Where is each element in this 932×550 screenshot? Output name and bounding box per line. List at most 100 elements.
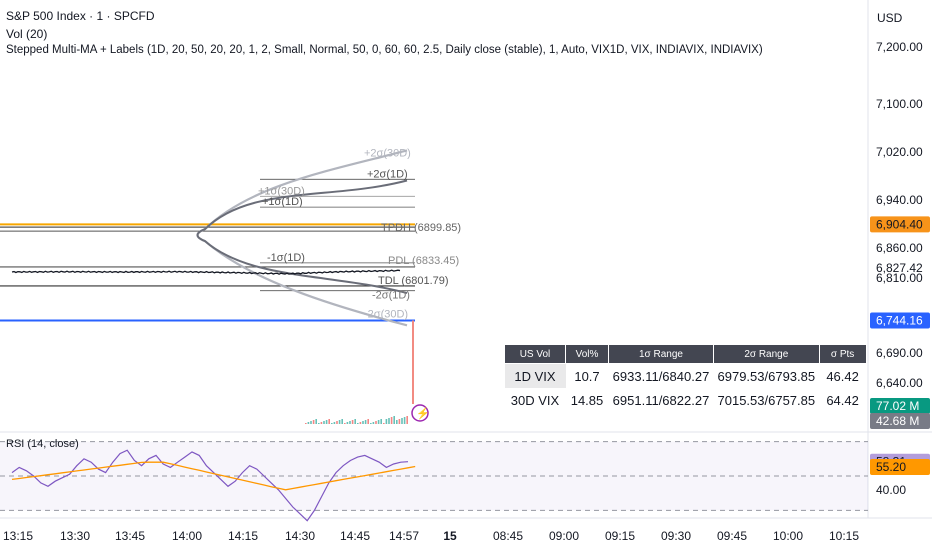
table-cell: 64.42 [826, 392, 859, 408]
rsi-title[interactable]: RSI (14, close) [6, 438, 79, 450]
volume-bar [318, 423, 320, 424]
price-tag-text: 6,744.16 [876, 314, 923, 328]
currency-label[interactable]: USD [877, 11, 903, 25]
label-plus2-1d: +2σ(1D) [367, 168, 408, 180]
price-axis-label: 6,827.42 [876, 261, 923, 275]
volume-bar [393, 416, 395, 424]
axes: 7,200.00 7,100.00 7,020.00 6,940.00 6,860.00… [3, 40, 930, 543]
table-row: 30D VIX 14.85 6951.11/6822.27 7015.53/67… [505, 388, 867, 412]
label-minus2-1d: -2σ(1D) [372, 289, 410, 301]
price-axis-label: 6,940.00 [876, 193, 923, 207]
volume-bar [310, 421, 312, 424]
grid [0, 0, 932, 519]
volume-bar [377, 420, 380, 424]
time-axis-label: 10:00 [773, 529, 803, 543]
label-minus1-1d: -1σ(1D) [267, 252, 305, 264]
price-tag [870, 398, 930, 414]
time-axis-label: 13:30 [60, 529, 90, 543]
time-axis-label: 09:15 [605, 529, 635, 543]
volume-bar [341, 419, 343, 424]
vol-table: US Vol Vol% 1σ Range 2σ Range σ Pts 1D V… [504, 344, 867, 412]
price-axis-label: 6,690.00 [876, 346, 923, 360]
volume-bar [388, 418, 390, 424]
table-cell: 1D VIX [504, 363, 566, 388]
label-tpdh: TPDH (6899.85) [381, 222, 461, 234]
volume-bar [372, 422, 375, 424]
volume-bar [380, 419, 382, 424]
volume-bar [403, 417, 406, 424]
volume-bar [331, 423, 333, 424]
time-axis-label: 14:45 [340, 529, 370, 543]
time-axis-label: 14:15 [228, 529, 258, 543]
table-header: 2σ Range [713, 344, 820, 364]
table-row: 1D VIX 10.7 6933.11/6840.27 6979.53/6793… [504, 363, 867, 388]
volume-bar [307, 422, 310, 424]
table-cell: 10.7 [574, 368, 600, 384]
price-line [11, 269, 401, 275]
volume-bar [406, 416, 408, 424]
table-cell: 7015.53/6757.85 [717, 392, 816, 408]
label-tdl: TDL (6801.79) [378, 275, 449, 287]
ma-indicator-label[interactable]: Stepped Multi-MA + Labels (1D, 20, 50, 2… [6, 44, 763, 56]
time-axis-label: 14:00 [172, 529, 202, 543]
vol-indicator-label[interactable]: Vol (20) [6, 27, 48, 41]
table-cell: 30D VIX [510, 392, 560, 408]
time-axis-label: 09:00 [549, 529, 579, 543]
price-tag [870, 312, 930, 329]
volume-bar [370, 423, 372, 424]
event-icon [411, 404, 429, 422]
price-tag-text: 42.68 M [876, 414, 919, 428]
price-tag [870, 413, 930, 429]
sigma-curves [196, 149, 408, 327]
volume-bar [357, 423, 359, 424]
price-axis-label: 7,020.00 [876, 145, 923, 159]
price-tag [870, 459, 930, 476]
volume-bar [315, 419, 317, 424]
volume-bar [354, 419, 356, 424]
table-cell: 6979.53/6793.85 [717, 368, 816, 384]
price-axis-label: 6,860.00 [876, 241, 923, 255]
time-axis-label: 09:30 [661, 529, 691, 543]
level-labels: +2σ(30D) +2σ(1D) +1σ(30D)+1σ(1D) TPDH (6899… [258, 148, 461, 321]
lightning-icon: ⚡ [416, 407, 430, 420]
rsi-line [11, 449, 409, 522]
price-axis-label: 7,200.00 [876, 40, 923, 54]
price-axis-label: 6,810.00 [876, 271, 923, 285]
volume-bar [323, 421, 325, 424]
volume-bar [349, 421, 351, 424]
label-plus1-30d: +1σ(30D) [258, 185, 305, 197]
table-header: US Vol [504, 344, 566, 364]
table-cell: 14.85 [570, 392, 604, 408]
volume-bar [351, 420, 354, 424]
volume-bar [305, 423, 307, 424]
price-tag-text: 55.20 [876, 460, 906, 474]
volume-bar [312, 420, 315, 424]
volume-bar [385, 419, 388, 424]
volume-bar [398, 419, 401, 424]
rsi-ma-line [11, 461, 416, 491]
volume-bar [362, 421, 364, 424]
table-header: Vol% [565, 344, 609, 364]
time-axis-label: 15 [443, 529, 457, 543]
table-header: 1σ Range [608, 344, 714, 364]
label-pdl: PDL (6833.45) [388, 255, 459, 267]
label-plus2-30d: +2σ(30D) [364, 148, 411, 160]
symbol-title: S&P 500 Index · 1 · SPCFD [6, 9, 155, 23]
sigma-curve-1d [196, 179, 408, 295]
volume-bar [383, 423, 385, 424]
volume-bar [328, 419, 330, 424]
volume-bar [338, 420, 341, 424]
volume-bar [336, 421, 338, 424]
time-axis-label: 08:45 [493, 529, 523, 543]
label-minus2-30d: -2σ(30D) [364, 308, 408, 320]
price-series: ⚡ [11, 269, 430, 424]
time-axis-label: 09:45 [717, 529, 747, 543]
table-cell: 46.42 [826, 368, 859, 384]
volume-bar [364, 420, 367, 424]
label-plus1-1d: +1σ(1D) [262, 196, 303, 208]
volume-bar [344, 423, 346, 424]
volume-bar [390, 417, 393, 424]
volume-bar [359, 422, 362, 424]
volume-bar [320, 422, 323, 424]
